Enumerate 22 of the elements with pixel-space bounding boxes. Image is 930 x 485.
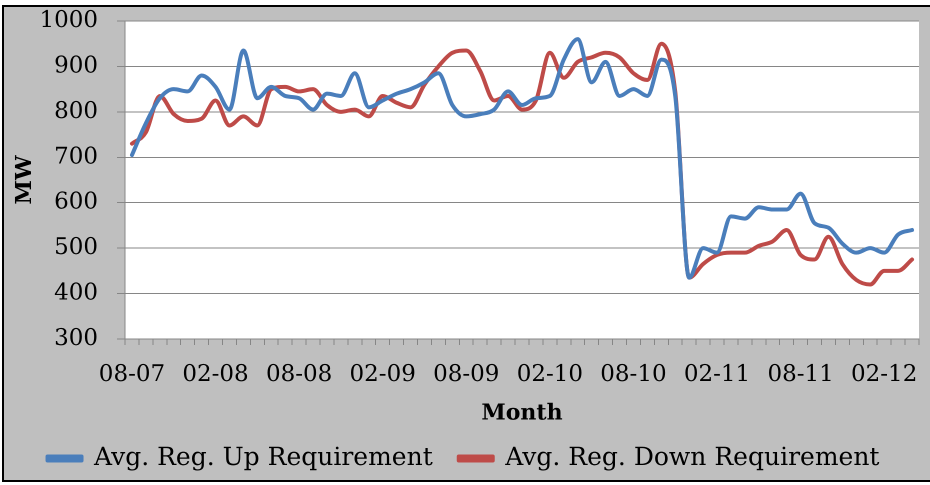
y-tick-label: 700 [54,143,98,170]
y-tick-label: 400 [54,280,98,306]
legend-label: Avg. Reg. Down Requirement [504,442,880,471]
y-axis-title: MW [10,155,37,205]
x-tick-label: 08-09 [433,360,500,387]
y-tick-label: 600 [54,188,98,215]
y-tick-label: 300 [54,324,98,351]
x-tick-label: 02-11 [684,360,750,387]
y-tick-label: 500 [54,234,98,260]
x-tick-label: 08-07 [98,360,166,387]
x-tick-label: 08-08 [266,360,332,387]
x-axis-title: Month [481,400,563,426]
x-tick-label: 02-10 [516,360,584,387]
x-tick-label: 02-12 [851,360,918,387]
x-tick-label: 08-11 [767,360,834,387]
y-tick-label: 900 [54,52,98,78]
x-tick-label: 02-08 [182,360,249,387]
legend-label: Avg. Reg. Up Requirement [93,442,433,471]
x-tick-label: 08-10 [600,360,667,387]
y-tick-label: 800 [54,98,98,124]
y-tick-label: 1000 [39,6,98,33]
x-tick-label: 02-09 [350,360,416,387]
